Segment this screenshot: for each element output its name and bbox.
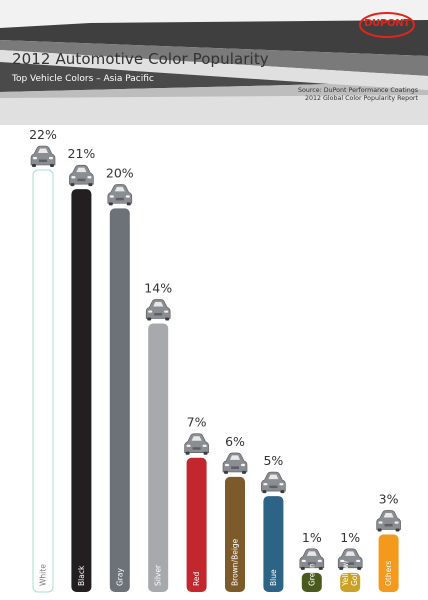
bar-others [378, 534, 399, 592]
value-label: 1% [302, 530, 322, 545]
category-label: Gray [115, 568, 124, 586]
category-label: Yellow/Gold [341, 560, 359, 587]
car-icon [261, 471, 286, 494]
car-icon [107, 184, 133, 206]
bar-red [186, 457, 207, 592]
car-icon [184, 433, 209, 455]
value-label: 14% [144, 280, 172, 295]
bar-green [301, 572, 322, 592]
car-icon [69, 164, 94, 187]
value-label: 5% [263, 453, 283, 468]
value-label: 21% [68, 146, 96, 161]
value-label: 6% [225, 434, 245, 449]
logo-oval-icon [359, 12, 415, 38]
bar-brown-beige [225, 476, 245, 592]
category-label: Silver [154, 564, 163, 586]
car-icon [299, 548, 325, 570]
source-note: Source: DuPont Performance Coatings 2012… [298, 87, 418, 102]
category-label: Blue [269, 569, 278, 586]
car-icon [30, 145, 56, 167]
value-label: 22% [29, 127, 57, 142]
dupont-logo: DUPONT [358, 10, 416, 40]
bar-white [32, 169, 54, 593]
value-label: 20% [106, 165, 134, 180]
logo-text: DUPONT [364, 18, 410, 29]
chart-title: 2012 Automotive Color Popularity [12, 50, 269, 68]
car-icon [145, 299, 171, 321]
category-label: Others [384, 561, 393, 586]
category-label: Black [77, 565, 86, 586]
category-label: Brown/Beige [231, 538, 240, 586]
car-icon [337, 548, 363, 570]
bar-yellow-gold [340, 572, 361, 592]
chart-subtitle: Top Vehicle Colors – Asia Pacific [12, 74, 154, 84]
header-banner [0, 0, 428, 125]
category-label: Green [307, 563, 316, 586]
car-icon [222, 452, 248, 474]
value-label: 3% [379, 491, 399, 506]
value-label: 1% [340, 530, 360, 545]
bar-black [71, 189, 92, 592]
bar-silver [148, 323, 169, 592]
car-icon [376, 510, 401, 532]
category-label: Red [192, 572, 201, 586]
bar-blue [263, 496, 284, 592]
bar-gray [109, 208, 130, 592]
category-label: White [39, 564, 48, 586]
value-label: 7% [187, 415, 207, 430]
